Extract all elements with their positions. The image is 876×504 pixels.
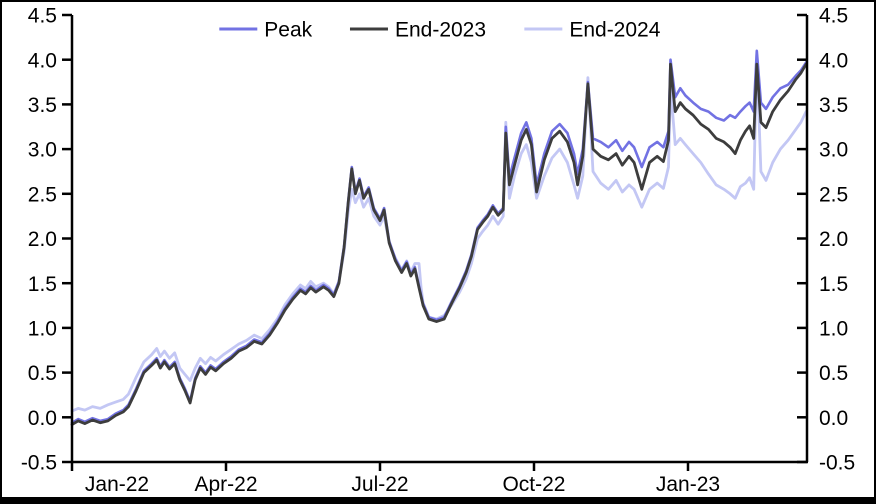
- y-tick-label-right: 3.5: [819, 94, 848, 117]
- series-line-end-2024: [70, 53, 808, 413]
- y-tick-label-right: -0.5: [819, 452, 855, 475]
- y-tick-label-right: 2.5: [819, 183, 848, 206]
- figure-bottom-bar: [0, 497, 876, 504]
- x-tick-label: Jan-22: [85, 473, 149, 496]
- y-tick-label-left: 4.5: [28, 5, 57, 28]
- y-tick-label-right: 2.0: [819, 228, 848, 251]
- y-tick-label-left: 3.0: [28, 139, 57, 162]
- y-tick-label-left: -0.5: [21, 452, 57, 475]
- y-tick-label-left: 4.0: [28, 49, 57, 72]
- y-tick-label-left: 1.5: [28, 273, 57, 296]
- x-tick-label: Oct-22: [502, 473, 565, 496]
- y-tick-label-right: 1.0: [819, 317, 848, 340]
- y-tick-label-right: 4.0: [819, 49, 848, 72]
- x-tick-label: Jul-22: [351, 473, 408, 496]
- y-tick-label-right: 1.5: [819, 273, 848, 296]
- y-tick-label-right: 0.5: [819, 362, 848, 385]
- series-line-end-2023: [70, 62, 808, 426]
- y-tick-label-left: 0.0: [28, 407, 57, 430]
- series-line-peak: [70, 49, 808, 425]
- y-tick-label-left: 3.5: [28, 94, 57, 117]
- y-tick-label-left: 2.0: [28, 228, 57, 251]
- legend-label-end-2023: End-2023: [395, 19, 486, 42]
- x-tick-label: Apr-22: [194, 473, 257, 496]
- y-tick-label-right: 3.0: [819, 139, 848, 162]
- y-tick-label-right: 4.5: [819, 5, 848, 28]
- x-tick-label: Jan-23: [656, 473, 720, 496]
- legend-label-peak: Peak: [264, 19, 312, 42]
- y-tick-label-left: 1.0: [28, 317, 57, 340]
- y-tick-label-left: 2.5: [28, 183, 57, 206]
- y-tick-label-left: 0.5: [28, 362, 57, 385]
- legend-label-end-2024: End-2024: [569, 19, 660, 42]
- y-tick-label-right: 0.0: [819, 407, 848, 430]
